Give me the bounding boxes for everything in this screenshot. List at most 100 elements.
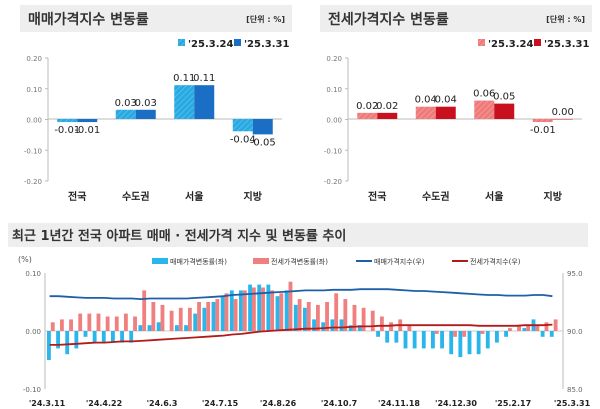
bar-'25.3.24	[174, 85, 195, 119]
data-label: -0.05	[250, 137, 276, 148]
legend-swatch	[234, 39, 241, 46]
bar-sale-rate	[485, 331, 490, 349]
bar-'25.3.31	[77, 119, 98, 123]
bar-sale-rate	[229, 290, 234, 331]
x-tick-label: '24.7.15	[202, 399, 239, 408]
x-tick-label: '24.12.30	[435, 399, 477, 408]
x-tick-label: '24.3.11	[29, 399, 66, 408]
bar-jeonse-rate	[206, 302, 211, 331]
legend-swatch	[152, 258, 168, 264]
bar-jeonse-rate	[462, 331, 467, 337]
bar-sale-rate	[129, 331, 134, 343]
y-tick-label: 0.00	[26, 117, 42, 125]
bar-jeonse-rate	[133, 316, 137, 331]
title-bar	[8, 223, 588, 247]
bar-sale-rate	[540, 331, 545, 337]
bar-sale-rate	[220, 296, 225, 331]
bar-jeonse-rate	[224, 293, 229, 331]
title-bar	[20, 5, 292, 32]
bar-sale-rate	[321, 322, 326, 331]
data-label: -0.01	[54, 125, 80, 136]
x-tick-label: '25.3.31	[554, 399, 591, 408]
data-label: 0.04	[435, 95, 457, 106]
bar-sale-rate	[357, 325, 362, 331]
bar-jeonse-rate	[544, 322, 549, 331]
bar-sale-rate	[202, 307, 207, 331]
y-tick-label: 0.10	[326, 86, 342, 94]
bar-jeonse-rate	[215, 299, 220, 331]
bar-jeonse-rate	[361, 307, 366, 331]
legend-label: '25.3.31	[544, 39, 589, 50]
bar-jeonse-rate	[96, 313, 101, 331]
bar-sale-rate	[120, 331, 124, 343]
bar-sale-rate	[193, 313, 198, 331]
bar-sale-rate	[385, 331, 390, 343]
bar-jeonse-rate	[151, 302, 156, 331]
bar-sale-rate	[403, 331, 408, 349]
bar-sale-rate	[293, 304, 298, 331]
bar-sale-rate	[65, 331, 70, 355]
bar-jeonse-rate	[352, 304, 357, 331]
line-jeonse-index	[49, 323, 553, 346]
bar-sale-rate	[421, 331, 426, 349]
bar-sale-rate	[239, 290, 243, 331]
bar-jeonse-rate	[59, 319, 64, 331]
bar-jeonse-rate	[325, 302, 329, 331]
y-tick-label: 0.20	[326, 55, 342, 63]
bar-'25.3.24	[57, 119, 78, 123]
bar-jeonse-rate	[178, 307, 183, 331]
bar-sale-rate	[449, 331, 454, 355]
data-label: -0.01	[530, 125, 556, 136]
bar-jeonse-rate	[434, 331, 439, 334]
bar-jeonse-rate	[114, 316, 119, 331]
y-tick-right: 90.0	[567, 328, 583, 336]
legend-label: '25.3.24	[488, 39, 533, 50]
data-label: 0.11	[173, 73, 195, 84]
bar-jeonse-rate	[306, 302, 311, 331]
chart-title: 전세가격지수 변동률	[328, 11, 449, 28]
bar-jeonse-rate	[197, 302, 201, 331]
legend-label: 전세가격지수(우)	[470, 257, 521, 266]
bar-jeonse-rate	[160, 304, 165, 331]
unit-label: [단위 : %]	[246, 14, 285, 24]
y-tick-left: 0.10	[25, 270, 41, 278]
data-label: 0.05	[493, 92, 515, 103]
data-label: 0.06	[473, 89, 495, 100]
bar-jeonse-rate	[389, 322, 393, 331]
bar-jeonse-rate	[261, 287, 265, 331]
bar-jeonse-rate	[242, 290, 247, 331]
bar-sale-rate	[47, 331, 51, 360]
bar-jeonse-rate	[233, 299, 238, 331]
y-tick-left: 0.00	[25, 328, 41, 336]
bar-'25.3.24	[115, 109, 136, 119]
category-label: 수도권	[422, 191, 450, 203]
y-tick-label: 0.10	[26, 86, 42, 94]
bar-'25.3.24	[415, 106, 436, 119]
bar-sale-rate	[257, 284, 262, 331]
bar-sale-rate	[549, 331, 554, 337]
bar-sale-rate	[312, 319, 316, 331]
bar-jeonse-rate	[270, 290, 275, 331]
chart-title: 최근 1년간 전국 아파트 매매 · 전세가격 지수 및 변동률 추이	[12, 228, 346, 244]
bar-sale-rate	[458, 331, 463, 358]
bar-sale-rate	[156, 322, 161, 331]
bar-jeonse-rate	[370, 310, 375, 331]
bar-sale-rate	[394, 331, 399, 343]
category-label: 서울	[185, 190, 203, 203]
bar-sale-rate	[275, 296, 280, 331]
bar-sale-rate	[284, 290, 289, 331]
chart-title: 매매가격지수 변동률	[28, 11, 149, 28]
bar-sale-rate	[440, 331, 444, 349]
category-label: 수도권	[122, 191, 150, 203]
bar-sale-rate	[92, 331, 97, 343]
line-sale-index	[49, 288, 553, 301]
bar-jeonse-rate	[334, 293, 339, 331]
bar-jeonse-rate	[78, 313, 83, 331]
y-tick-right: 95.0	[567, 270, 583, 278]
bar-'25.3.24	[474, 100, 495, 119]
bar-jeonse-rate	[517, 325, 521, 331]
bar-sale-rate	[175, 325, 179, 331]
data-label: -0.01	[74, 125, 100, 136]
bar-'25.3.31	[494, 103, 515, 119]
bar-jeonse-rate	[288, 281, 293, 331]
